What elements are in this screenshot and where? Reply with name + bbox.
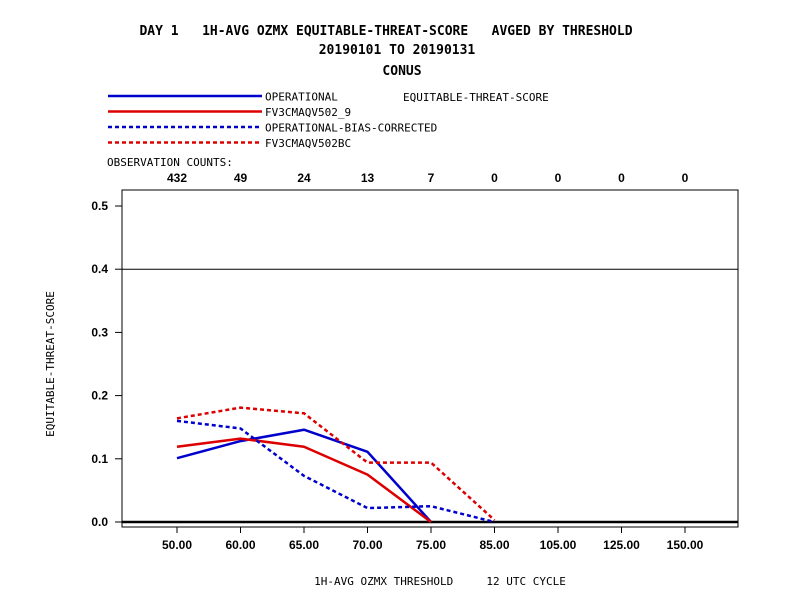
- series-line: [176, 419, 495, 524]
- x-tick-label: 105.00: [540, 538, 577, 552]
- y-tick-label: 0.5: [91, 199, 108, 213]
- series-line: [176, 406, 496, 522]
- observation-count: 24: [297, 171, 311, 185]
- plot-area: [121, 189, 739, 528]
- x-tick-label: 85.00: [479, 538, 509, 552]
- y-tick-label: 0.2: [91, 389, 108, 403]
- y-axis-label: EQUITABLE-THREAT-SCORE: [44, 291, 57, 437]
- observation-count: 13: [361, 171, 375, 185]
- y-tick-label: 0.4: [91, 262, 108, 276]
- observation-count: 49: [234, 171, 248, 185]
- observation-count: 0: [555, 171, 562, 185]
- chart-header: DAY 1 1H-AVG OZMX EQUITABLE-THREAT-SCORE…: [139, 24, 632, 79]
- plot-frame: [121, 189, 739, 528]
- legend: EQUITABLE-THREAT-SCORE OPERATIONAL FV3CMA…: [108, 91, 549, 150]
- y-tick-label: 0.3: [91, 325, 108, 339]
- observation-count: 432: [167, 171, 187, 185]
- legend-metric-label: EQUITABLE-THREAT-SCORE: [403, 91, 549, 104]
- x-tick-label: 150.00: [667, 538, 704, 552]
- x-axis: 50.00 60.00 65.00 70.00 75.00 85.00 105.00 125.…: [162, 527, 704, 552]
- legend-entry: OPERATIONAL: [265, 91, 338, 104]
- series-lines: [176, 406, 496, 524]
- observation-count: 0: [618, 171, 625, 185]
- region-label: CONUS: [382, 64, 421, 79]
- x-tick-label: 125.00: [603, 538, 640, 552]
- x-tick-label: 70.00: [352, 538, 382, 552]
- x-axis-label: 1H-AVG OZMX THRESHOLD 12 UTC CYCLE: [314, 575, 566, 588]
- y-axis: 0.0 0.1 0.2 0.3 0.4 0.5: [91, 199, 122, 529]
- x-tick-label: 60.00: [225, 538, 255, 552]
- y-tick-label: 0.0: [91, 515, 108, 529]
- observation-count: 0: [682, 171, 689, 185]
- y-tick-label: 0.1: [91, 452, 108, 466]
- legend-entry: FV3CMAQV502_9: [265, 106, 351, 119]
- date-range: 20190101 TO 20190131: [319, 43, 476, 58]
- observation-counts-label: OBSERVATION COUNTS:: [107, 156, 233, 169]
- x-tick-label: 75.00: [416, 538, 446, 552]
- chart-title: DAY 1 1H-AVG OZMX EQUITABLE-THREAT-SCORE…: [139, 24, 632, 39]
- x-tick-label: 50.00: [162, 538, 192, 552]
- observation-count: 0: [491, 171, 498, 185]
- x-tick-label: 65.00: [289, 538, 319, 552]
- series-line: [176, 437, 432, 524]
- series-line: [176, 428, 432, 523]
- legend-entry: OPERATIONAL-BIAS-CORRECTED: [265, 122, 437, 135]
- legend-entry: FV3CMAQV502BC: [265, 137, 351, 150]
- observation-counts: 432 49 24 13 7 0 0 0 0: [167, 171, 689, 185]
- observation-count: 7: [428, 171, 435, 185]
